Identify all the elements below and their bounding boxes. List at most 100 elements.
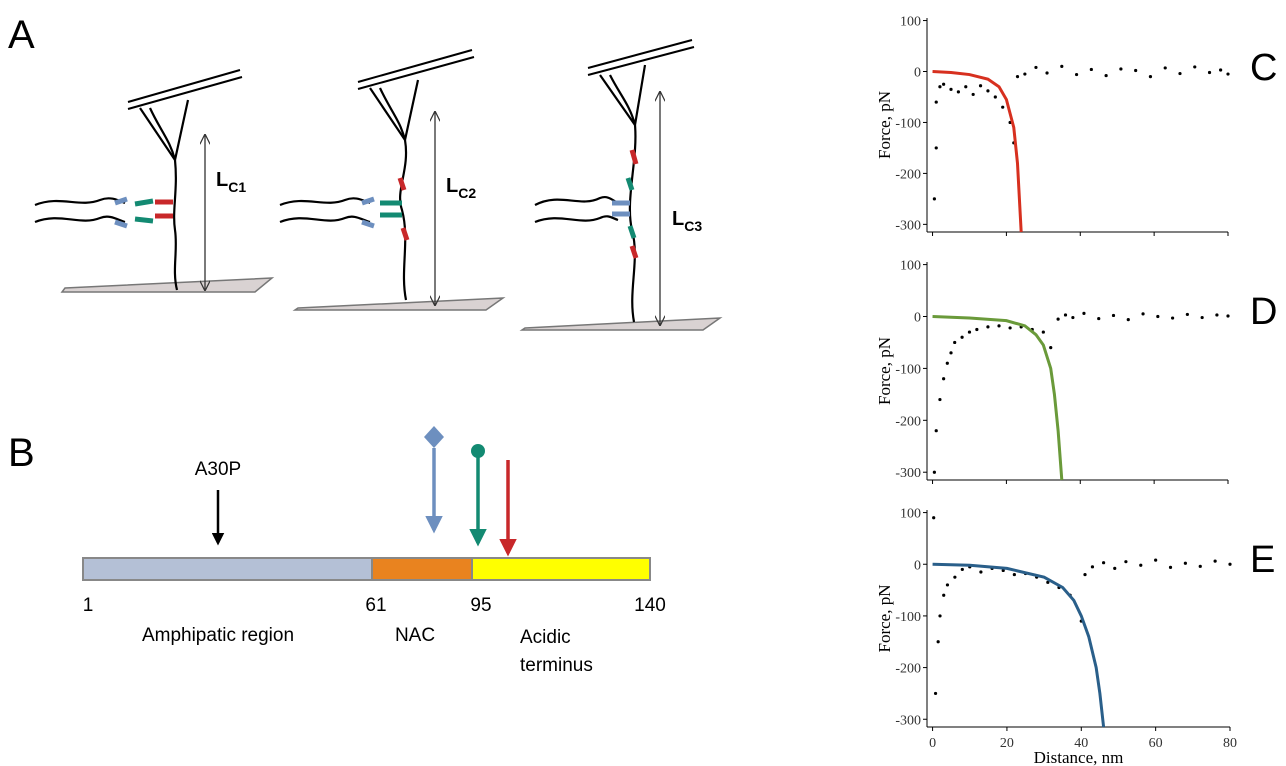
- data-point: [1124, 560, 1128, 564]
- position-label: 61: [365, 595, 386, 616]
- y-tick-label: 0: [914, 558, 921, 573]
- data-point: [956, 90, 960, 94]
- data-point: [934, 100, 938, 104]
- data-point: [1156, 314, 1160, 319]
- data-point: [949, 351, 953, 355]
- data-point: [1213, 559, 1217, 563]
- data-point: [1104, 73, 1108, 78]
- marker: [424, 426, 444, 448]
- data-point: [1226, 72, 1230, 76]
- data-point: [1228, 562, 1232, 566]
- y-axis-label: Force, pN: [875, 91, 894, 159]
- length-sub: C1: [228, 179, 246, 195]
- y-tick-label: -100: [895, 610, 921, 625]
- data-point: [960, 335, 964, 339]
- length-sub: C2: [458, 185, 476, 201]
- marker: [471, 444, 485, 458]
- region-bar: [471, 557, 651, 581]
- data-point: [932, 197, 936, 201]
- data-point: [1163, 66, 1167, 70]
- y-tick-label: -300: [895, 218, 921, 233]
- data-point: [1060, 64, 1064, 69]
- panel-label: B: [8, 431, 35, 475]
- y-tick-label: 0: [914, 66, 921, 81]
- region-label: Amphipatic region: [142, 625, 294, 646]
- panel-label: E: [1250, 539, 1275, 581]
- length-sub: C3: [684, 218, 702, 234]
- y-tick-label: -100: [895, 116, 921, 131]
- data-point: [945, 361, 949, 365]
- y-tick-label: -200: [895, 662, 921, 677]
- data-point: [1126, 318, 1130, 322]
- fit-curve: [932, 562, 1106, 728]
- data-point: [1071, 315, 1075, 320]
- data-point: [978, 84, 983, 88]
- data-point: [938, 85, 942, 89]
- data-point: [932, 516, 936, 520]
- y-axis-label: Force, pN: [875, 337, 894, 405]
- data-point: [1215, 313, 1219, 317]
- data-point: [1111, 313, 1116, 318]
- data-point: [932, 470, 936, 474]
- x-tick-label: 40: [1074, 736, 1088, 751]
- assembly-1: [34, 69, 275, 293]
- data-point: [1015, 74, 1020, 79]
- y-tick-label: -200: [895, 414, 921, 429]
- data-point: [953, 340, 957, 345]
- data-point: [1089, 67, 1093, 72]
- length-label: LC2: [446, 175, 476, 201]
- data-point: [1148, 74, 1153, 79]
- x-axis-label: Distance, nm: [1034, 748, 1124, 766]
- y-tick-label: 100: [900, 507, 921, 522]
- x-tick-label: 0: [929, 736, 936, 751]
- y-axis-label: Force, pN: [875, 585, 894, 653]
- data-point: [1171, 316, 1175, 320]
- panel-label: C: [1250, 47, 1277, 89]
- data-point: [1023, 72, 1027, 76]
- y-tick-label: -200: [895, 167, 921, 182]
- data-point: [993, 95, 997, 99]
- data-point: [1056, 317, 1060, 321]
- data-point: [934, 146, 938, 150]
- length-main: L: [672, 208, 684, 230]
- data-point: [938, 614, 942, 618]
- y-tick-label: -300: [895, 466, 921, 481]
- data-point: [979, 570, 983, 574]
- y-tick-label: 100: [900, 259, 921, 274]
- position-label: 95: [470, 595, 491, 616]
- data-point: [964, 85, 968, 89]
- y-tick-label: -100: [895, 362, 921, 377]
- data-point: [1185, 312, 1189, 317]
- data-point: [1074, 72, 1079, 77]
- data-point: [934, 429, 938, 433]
- data-point: [949, 87, 953, 91]
- data-point: [1193, 65, 1197, 69]
- data-point: [1207, 70, 1212, 75]
- assembly-3: [519, 39, 723, 331]
- data-point: [953, 575, 957, 579]
- data-point: [942, 593, 946, 597]
- data-point: [986, 89, 990, 93]
- region-bar: [371, 557, 473, 581]
- data-point: [933, 691, 938, 696]
- length-label: LC3: [672, 208, 702, 234]
- length-main: L: [216, 169, 228, 191]
- length-main: L: [446, 175, 458, 197]
- data-point: [936, 640, 940, 644]
- data-point: [945, 583, 950, 587]
- data-point: [942, 377, 946, 381]
- region-label: NAC: [395, 625, 435, 646]
- data-point: [1049, 346, 1053, 350]
- data-point: [1198, 564, 1202, 568]
- x-tick-label: 20: [1000, 736, 1014, 751]
- data-point: [1113, 566, 1117, 570]
- y-tick-label: -300: [895, 713, 921, 728]
- data-point: [1034, 65, 1038, 70]
- data-point: [1082, 311, 1086, 315]
- position-label: 140: [634, 595, 666, 616]
- data-point: [1001, 105, 1005, 109]
- data-point: [1101, 561, 1106, 565]
- data-point: [1046, 580, 1050, 584]
- data-point: [997, 324, 1001, 328]
